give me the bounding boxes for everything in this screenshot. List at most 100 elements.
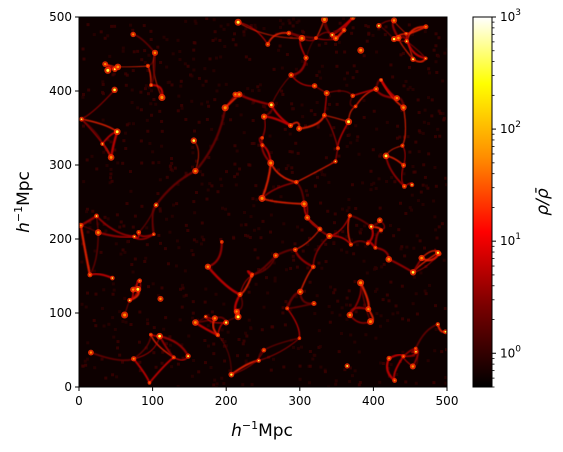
background-texel [234, 43, 238, 47]
background-texel [389, 63, 393, 67]
halo-core [263, 349, 265, 351]
halo-core [289, 124, 292, 127]
background-texel [434, 304, 438, 308]
background-texel [355, 243, 359, 247]
background-texel [84, 305, 88, 309]
background-texel [133, 257, 137, 261]
background-texel [168, 343, 172, 347]
background-texel [179, 287, 183, 291]
halo-core [270, 103, 273, 107]
background-texel [375, 127, 379, 131]
background-texel [271, 325, 275, 329]
background-texel [327, 304, 331, 308]
background-texel [222, 27, 226, 31]
background-texel [210, 184, 214, 188]
background-texel [206, 324, 210, 328]
background-texel [347, 198, 351, 202]
background-texel [355, 138, 359, 142]
background-texel [83, 359, 87, 363]
background-texel [184, 223, 188, 227]
background-texel [372, 267, 376, 271]
background-texel [433, 135, 437, 139]
background-texel [385, 179, 389, 183]
halo-core [367, 243, 369, 245]
background-texel [300, 228, 304, 232]
background-texel [244, 27, 248, 31]
background-texel [213, 30, 217, 34]
background-texel [274, 101, 278, 105]
halo-core [370, 225, 373, 228]
background-texel [387, 366, 391, 370]
background-texel [269, 151, 273, 155]
background-texel [161, 350, 165, 354]
background-texel [252, 141, 256, 145]
background-texel [214, 292, 218, 296]
background-texel [208, 182, 212, 186]
background-texel [96, 222, 100, 226]
background-texel [248, 57, 252, 61]
background-texel [103, 231, 107, 235]
background-texel [184, 19, 188, 23]
background-texel [290, 150, 294, 154]
halo-core [137, 231, 140, 234]
background-texel [432, 48, 436, 52]
background-texel [209, 144, 213, 148]
background-texel [208, 57, 212, 61]
background-texel [123, 296, 127, 300]
background-texel [108, 54, 112, 58]
background-texel [434, 44, 438, 48]
background-texel [320, 239, 324, 243]
background-texel [287, 19, 291, 23]
background-texel [170, 156, 174, 160]
background-texel [357, 350, 361, 354]
background-texel [333, 147, 337, 151]
background-texel [190, 374, 194, 378]
background-texel [177, 94, 181, 98]
background-texel [144, 84, 148, 88]
background-texel [399, 53, 403, 57]
y-tick-label: 100 [49, 306, 72, 320]
background-texel [330, 311, 334, 315]
background-texel [118, 225, 122, 229]
halo-core [297, 127, 301, 130]
colorbar-tick-label: 103 [500, 8, 521, 24]
halo-core [328, 234, 331, 238]
halo-core [239, 293, 242, 296]
background-texel [369, 169, 373, 173]
background-texel [304, 62, 308, 66]
background-texel [390, 175, 394, 179]
background-texel [194, 159, 198, 163]
background-texel [434, 184, 438, 188]
background-texel [113, 24, 117, 28]
halo-core [378, 219, 381, 222]
background-texel [259, 348, 263, 352]
background-texel [445, 348, 447, 352]
background-texel [133, 214, 137, 218]
background-texel [85, 210, 89, 214]
background-texel [119, 220, 123, 224]
filament [401, 107, 407, 146]
background-texel [80, 302, 84, 306]
filament [81, 89, 115, 120]
halo-core [192, 139, 196, 142]
background-texel [249, 215, 253, 219]
background-texel [160, 144, 164, 148]
background-texel [345, 144, 349, 148]
background-texel [160, 119, 164, 123]
background-texel [272, 261, 276, 265]
halo-core [351, 94, 354, 97]
background-texel [257, 143, 261, 147]
halo-core [315, 37, 317, 39]
filament [286, 307, 301, 339]
background-texel [121, 161, 125, 165]
background-texel [293, 242, 297, 246]
background-texel [281, 306, 285, 310]
background-texel [281, 311, 285, 315]
background-texel [410, 193, 414, 197]
background-texel [212, 69, 216, 73]
background-texel [418, 239, 422, 243]
background-texel [396, 311, 400, 315]
background-texel [218, 38, 222, 42]
background-texel [174, 264, 178, 268]
background-texel [81, 364, 85, 368]
